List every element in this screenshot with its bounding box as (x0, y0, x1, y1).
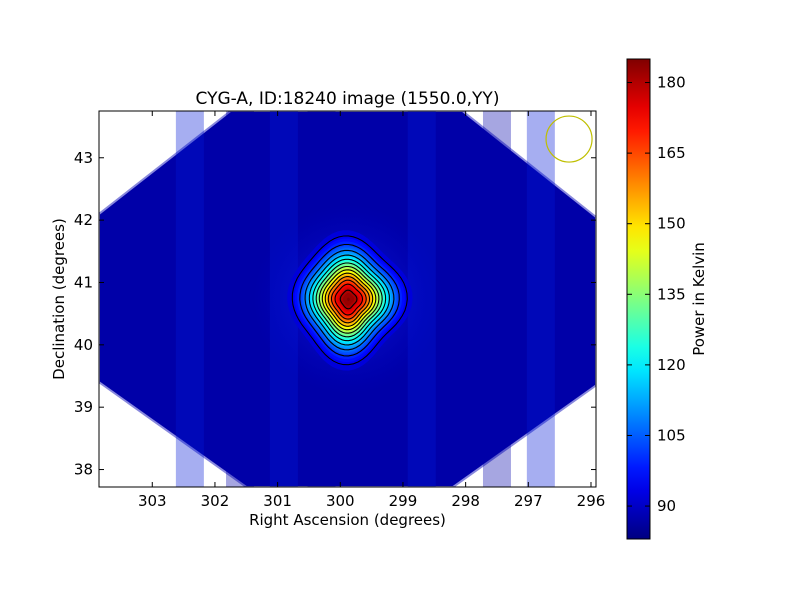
contour-line (312, 258, 387, 342)
x-tick-label: 300 (326, 492, 355, 510)
x-axis-ticks: 303 302 301 300 299 298 297 296 (138, 111, 605, 510)
emission-band (346, 297, 351, 302)
image-axes: 303 302 301 300 299 298 297 296 38 39 40 41 42 43 CY… (50, 89, 605, 529)
contour-line (327, 276, 371, 324)
source-emission (253, 204, 444, 395)
contour-line (291, 235, 408, 366)
y-tick-label: 39 (74, 398, 93, 416)
y-axis-ticks: 38 39 40 41 42 43 (74, 149, 596, 479)
colorbar: 90 105 120 135 150 165 180 Power in Kelvin (626, 58, 708, 540)
beam-marker (545, 115, 593, 163)
x-tick-label: 298 (451, 492, 480, 510)
x-axis-label: Right Ascension (degrees) (249, 511, 446, 529)
x-tick-label: 303 (138, 492, 167, 510)
y-axis-label: Declination (degrees) (50, 218, 68, 380)
x-tick-label: 296 (577, 492, 606, 510)
contour-line (330, 279, 367, 320)
contour-line (315, 262, 383, 338)
colorbar-tick-label: 165 (657, 144, 686, 162)
contour-line (324, 272, 374, 327)
colorbar-tick-label: 90 (657, 497, 676, 515)
y-tick-label: 41 (74, 273, 93, 291)
x-tick-label: 297 (514, 492, 543, 510)
colorbar-tick-label: 120 (657, 356, 686, 374)
y-tick-label: 38 (74, 461, 93, 479)
contour-line (321, 269, 377, 331)
map-stripe (482, 111, 511, 487)
colorbar-tick-label: 180 (657, 74, 686, 92)
contour-line (304, 249, 395, 351)
axes-frame (98, 110, 597, 488)
map-stripe (175, 111, 204, 487)
x-tick-label: 299 (389, 492, 418, 510)
colorbar-tick-label: 150 (657, 215, 686, 233)
colorbar-tick-label: 135 (657, 285, 686, 303)
colorbar-tick-label: 105 (657, 426, 686, 444)
contour-line (308, 254, 390, 346)
x-tick-label: 301 (263, 492, 292, 510)
contour-line (339, 289, 358, 310)
contour-line (334, 283, 364, 316)
y-tick-label: 43 (74, 149, 93, 167)
contour-line (318, 265, 380, 334)
colorbar-label: Power in Kelvin (690, 242, 708, 356)
contour-lines (291, 235, 408, 366)
colorbar-ticks: 90 105 120 135 150 165 180 (627, 74, 686, 515)
contour-line (299, 243, 400, 357)
map-stripe (526, 111, 555, 487)
x-tick-label: 302 (201, 492, 230, 510)
colorbar-gradient (626, 58, 651, 540)
chart-title: CYG-A, ID:18240 image (1550.0,YY) (196, 89, 500, 109)
map-stripe (226, 111, 255, 487)
y-tick-label: 40 (74, 336, 93, 354)
y-tick-label: 42 (74, 211, 93, 229)
